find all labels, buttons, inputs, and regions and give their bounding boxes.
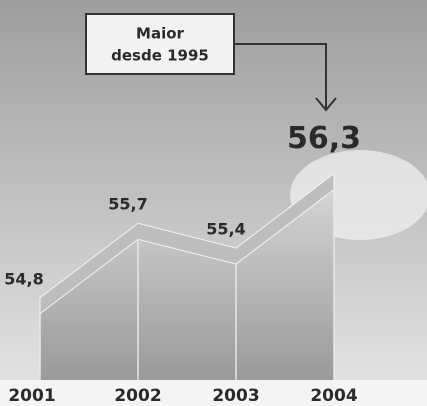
annotation-box bbox=[85, 13, 235, 75]
x-tick-label: 2003 bbox=[212, 386, 259, 406]
area bbox=[40, 189, 334, 380]
annotation-line: Maior bbox=[136, 25, 184, 43]
annotation-arrow bbox=[234, 43, 327, 108]
x-tick-label: 2001 bbox=[8, 386, 55, 406]
data-label: 56,3 bbox=[287, 121, 361, 156]
footer-band bbox=[0, 380, 427, 406]
x-tick-label: 2002 bbox=[114, 386, 161, 406]
annotation-line: desde 1995 bbox=[111, 47, 209, 65]
data-label: 55,4 bbox=[206, 220, 245, 239]
data-label: 55,7 bbox=[108, 195, 147, 214]
x-tick-label: 2004 bbox=[310, 386, 357, 406]
data-label: 54,8 bbox=[4, 269, 43, 288]
annotation-arrowhead bbox=[315, 97, 337, 112]
